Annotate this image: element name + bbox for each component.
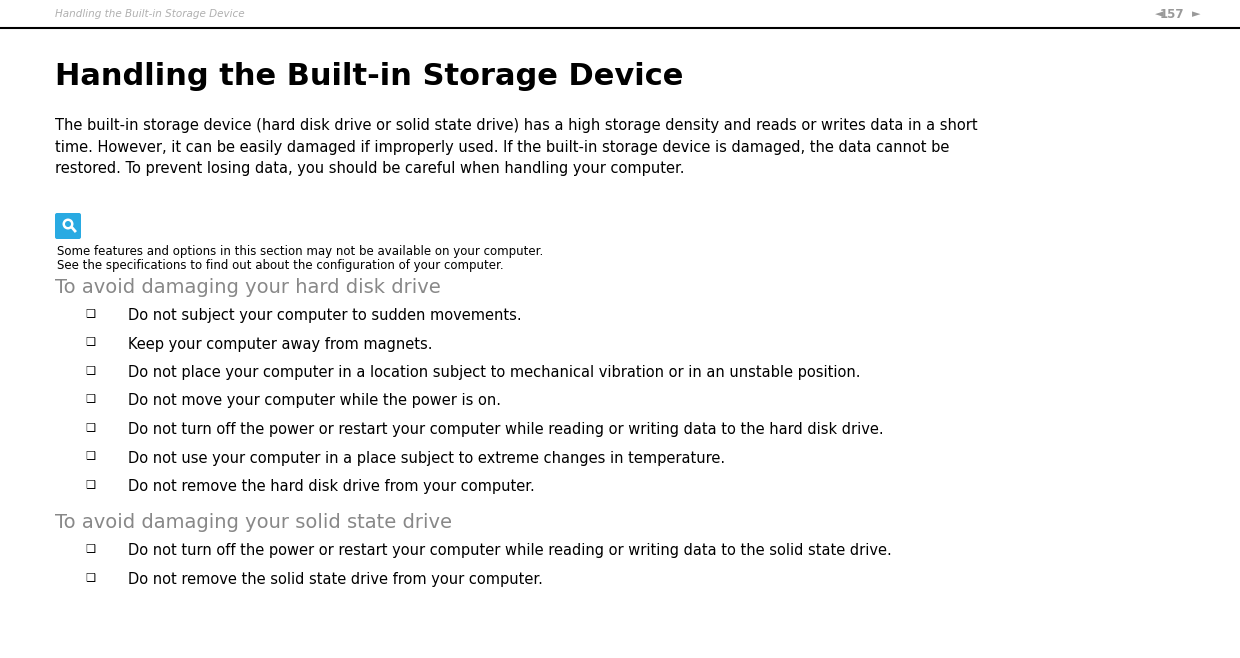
- Text: Do not remove the hard disk drive from your computer.: Do not remove the hard disk drive from y…: [128, 479, 534, 494]
- Text: ❑: ❑: [86, 308, 95, 318]
- Text: ❑: ❑: [86, 393, 95, 403]
- Text: Do not move your computer while the power is on.: Do not move your computer while the powe…: [128, 393, 501, 409]
- Text: Do not use your computer in a place subject to extreme changes in temperature.: Do not use your computer in a place subj…: [128, 451, 725, 465]
- Text: To avoid damaging your solid state drive: To avoid damaging your solid state drive: [55, 513, 453, 532]
- Text: ❑: ❑: [86, 422, 95, 432]
- Circle shape: [64, 221, 71, 227]
- Text: Handling the Built-in Storage Device: Handling the Built-in Storage Device: [55, 62, 683, 91]
- Text: 157: 157: [1159, 7, 1184, 20]
- Text: ❑: ❑: [86, 544, 95, 553]
- Text: ❑: ❑: [86, 572, 95, 582]
- Text: Some features and options in this section may not be available on your computer.: Some features and options in this sectio…: [57, 245, 543, 258]
- Text: To avoid damaging your hard disk drive: To avoid damaging your hard disk drive: [55, 278, 440, 297]
- Text: Do not turn off the power or restart your computer while reading or writing data: Do not turn off the power or restart you…: [128, 422, 884, 437]
- Text: Do not subject your computer to sudden movements.: Do not subject your computer to sudden m…: [128, 308, 522, 323]
- Text: ►: ►: [1192, 9, 1200, 19]
- Text: ❑: ❑: [86, 479, 95, 489]
- Text: ◄: ◄: [1154, 9, 1163, 19]
- Circle shape: [62, 218, 73, 230]
- Text: Do not remove the solid state drive from your computer.: Do not remove the solid state drive from…: [128, 572, 543, 587]
- Text: The built-in storage device (hard disk drive or solid state drive) has a high st: The built-in storage device (hard disk d…: [55, 118, 977, 176]
- Text: ❑: ❑: [86, 336, 95, 347]
- Text: See the specifications to find out about the configuration of your computer.: See the specifications to find out about…: [57, 259, 503, 272]
- Text: ❑: ❑: [86, 365, 95, 375]
- Text: Handling the Built-in Storage Device: Handling the Built-in Storage Device: [55, 9, 244, 19]
- Text: Do not place your computer in a location subject to mechanical vibration or in a: Do not place your computer in a location…: [128, 365, 861, 380]
- Text: Do not turn off the power or restart your computer while reading or writing data: Do not turn off the power or restart you…: [128, 544, 892, 559]
- Text: ❑: ❑: [86, 451, 95, 461]
- Text: Keep your computer away from magnets.: Keep your computer away from magnets.: [128, 336, 433, 351]
- FancyBboxPatch shape: [55, 213, 81, 239]
